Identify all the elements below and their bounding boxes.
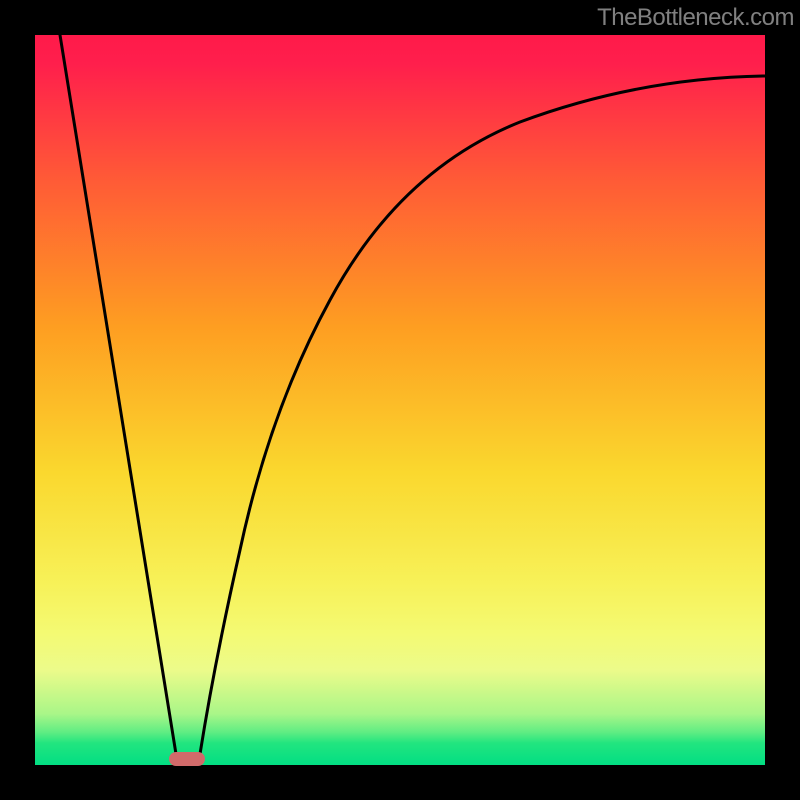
gradient-background bbox=[35, 35, 765, 765]
watermark-text: TheBottleneck.com bbox=[597, 4, 794, 32]
chart-frame: TheBottleneck.com bbox=[0, 0, 800, 800]
optimal-marker bbox=[169, 752, 205, 766]
gradient-v-curve-chart bbox=[0, 0, 800, 800]
